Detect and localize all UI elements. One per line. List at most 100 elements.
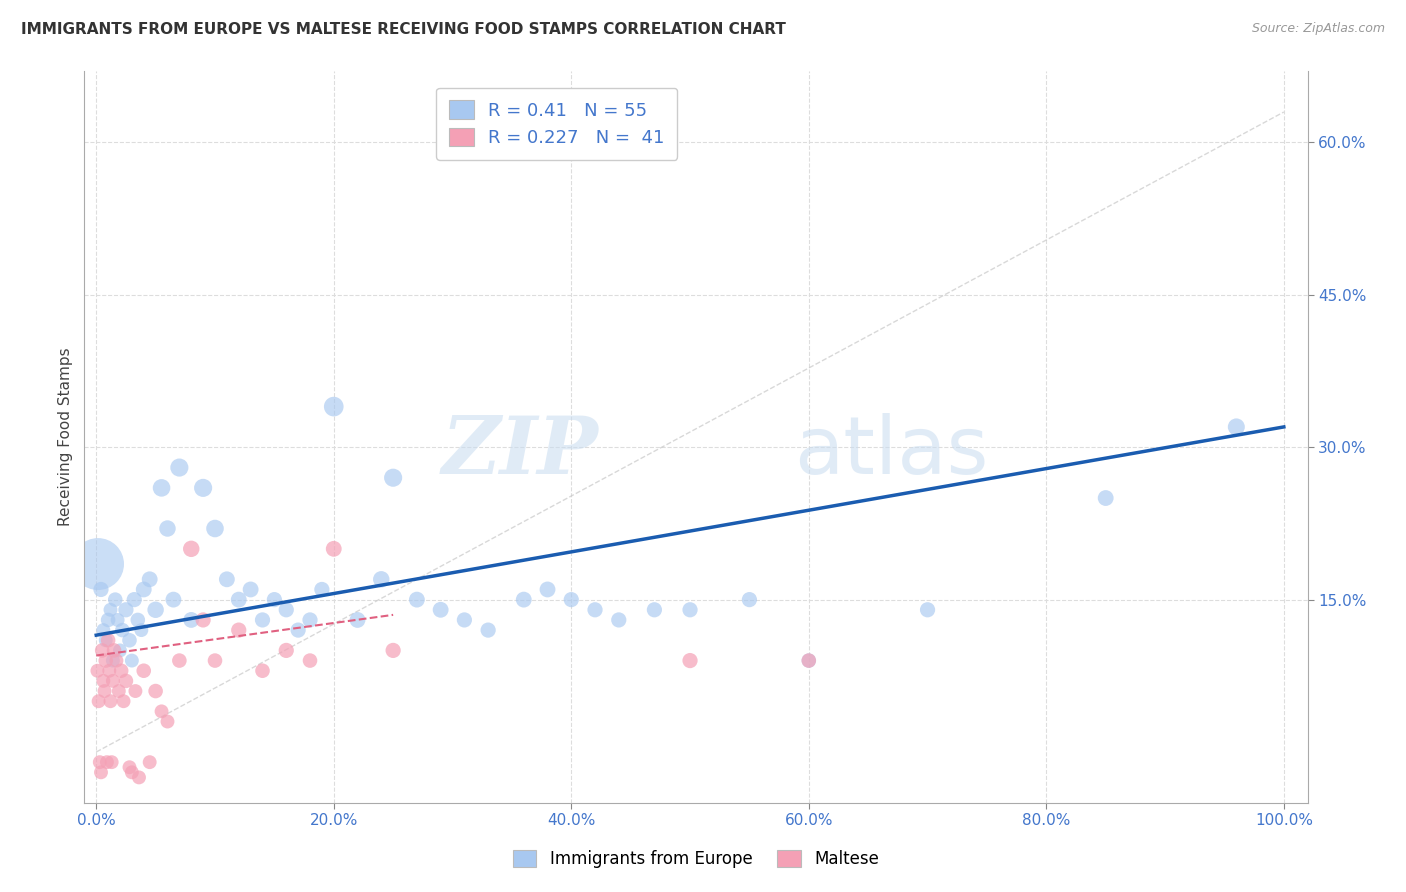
- Y-axis label: Receiving Food Stamps: Receiving Food Stamps: [58, 348, 73, 526]
- Point: [132, 664, 155, 678]
- Point: [101, 673, 124, 688]
- Point: [252, 664, 274, 678]
- Point: [97, 633, 120, 648]
- Text: IMMIGRANTS FROM EUROPE VS MALTESE RECEIVING FOOD STAMPS CORRELATION CHART: IMMIGRANTS FROM EUROPE VS MALTESE RECEIV…: [21, 22, 786, 37]
- Point: [738, 592, 761, 607]
- Point: [104, 592, 127, 607]
- Point: [252, 613, 274, 627]
- Point: [298, 613, 321, 627]
- Legend: Immigrants from Europe, Maltese: Immigrants from Europe, Maltese: [506, 844, 886, 875]
- Point: [679, 603, 702, 617]
- Point: [156, 714, 179, 729]
- Point: [127, 613, 149, 627]
- Point: [797, 654, 820, 668]
- Point: [322, 541, 344, 556]
- Point: [298, 654, 321, 668]
- Point: [560, 592, 582, 607]
- Point: [513, 592, 536, 607]
- Point: [96, 755, 118, 769]
- Point: [145, 603, 167, 617]
- Point: [98, 664, 121, 678]
- Point: [180, 541, 202, 556]
- Point: [94, 633, 117, 648]
- Point: [87, 557, 110, 571]
- Point: [797, 654, 820, 668]
- Point: [1094, 491, 1116, 505]
- Point: [156, 521, 179, 535]
- Point: [93, 673, 115, 688]
- Point: [607, 613, 630, 627]
- Point: [228, 592, 250, 607]
- Point: [477, 623, 499, 637]
- Point: [121, 654, 143, 668]
- Point: [370, 572, 392, 586]
- Point: [204, 521, 226, 535]
- Point: [94, 654, 117, 668]
- Point: [107, 613, 129, 627]
- Point: [150, 481, 173, 495]
- Text: ZIP: ZIP: [441, 413, 598, 491]
- Point: [111, 623, 134, 637]
- Point: [122, 592, 145, 607]
- Point: [406, 592, 429, 607]
- Point: [679, 654, 702, 668]
- Point: [100, 755, 122, 769]
- Point: [239, 582, 262, 597]
- Point: [118, 633, 141, 648]
- Point: [86, 664, 108, 678]
- Text: Source: ZipAtlas.com: Source: ZipAtlas.com: [1251, 22, 1385, 36]
- Point: [115, 673, 138, 688]
- Point: [322, 400, 344, 414]
- Point: [108, 643, 131, 657]
- Point: [138, 572, 160, 586]
- Point: [643, 603, 665, 617]
- Point: [276, 603, 298, 617]
- Point: [180, 613, 202, 627]
- Point: [382, 643, 405, 657]
- Point: [91, 643, 114, 657]
- Point: [228, 623, 250, 637]
- Point: [346, 613, 368, 627]
- Point: [103, 643, 125, 657]
- Point: [191, 481, 214, 495]
- Point: [93, 623, 115, 637]
- Text: atlas: atlas: [794, 413, 988, 491]
- Point: [101, 654, 124, 668]
- Point: [453, 613, 475, 627]
- Point: [121, 765, 143, 780]
- Point: [917, 603, 939, 617]
- Point: [536, 582, 558, 597]
- Point: [97, 613, 120, 627]
- Point: [100, 694, 122, 708]
- Point: [90, 582, 112, 597]
- Point: [150, 705, 173, 719]
- Point: [131, 623, 153, 637]
- Point: [263, 592, 285, 607]
- Point: [1225, 420, 1247, 434]
- Point: [287, 623, 309, 637]
- Point: [276, 643, 298, 657]
- Point: [115, 603, 138, 617]
- Point: [169, 460, 191, 475]
- Point: [112, 694, 135, 708]
- Point: [124, 684, 146, 698]
- Point: [382, 471, 405, 485]
- Point: [169, 654, 191, 668]
- Point: [311, 582, 333, 597]
- Point: [90, 765, 112, 780]
- Point: [162, 592, 184, 607]
- Point: [138, 755, 160, 769]
- Point: [191, 613, 214, 627]
- Point: [105, 654, 128, 668]
- Point: [132, 582, 155, 597]
- Point: [107, 684, 129, 698]
- Point: [89, 755, 111, 769]
- Point: [145, 684, 167, 698]
- Point: [128, 771, 150, 785]
- Point: [93, 684, 115, 698]
- Point: [204, 654, 226, 668]
- Point: [110, 664, 132, 678]
- Point: [87, 694, 110, 708]
- Point: [118, 760, 141, 774]
- Point: [429, 603, 451, 617]
